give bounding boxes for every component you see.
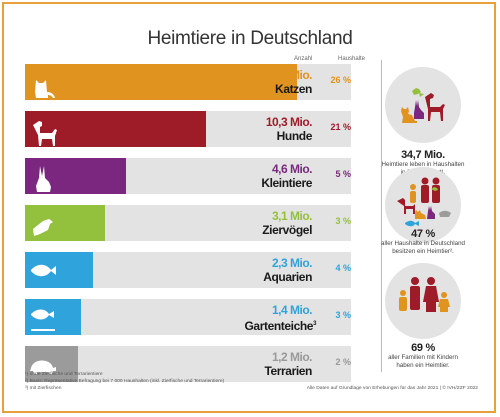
category-label-hunde: Hunde xyxy=(276,129,313,143)
bar-row-ziervögel: 3,1 Mio. Ziervögel 3 % xyxy=(25,205,351,241)
stat-households: 47 % aller Haushalte in Deutschland besi… xyxy=(370,228,476,255)
footnote-2: ²) Basis: Repräsentative Befragung bei 7… xyxy=(25,379,225,384)
stat-families: 69 % aller Familien mit Kindern haben ei… xyxy=(370,342,476,369)
value-label-katzen: 16,7 Mio. xyxy=(265,68,313,82)
category-label-terrarien: Terrarien xyxy=(264,364,312,378)
bar-row-hunde: 10,3 Mio. Hunde 21 % xyxy=(25,111,351,147)
household-pct-aquarien: 4 % xyxy=(335,263,351,273)
footnote-3: ³) mit Zierfischen xyxy=(25,386,62,391)
household-pct-gartenteiche: 3 % xyxy=(335,310,351,320)
household-pct-terrarien: 2 % xyxy=(335,357,351,367)
stat-pets-value: 34,7 Mio. xyxy=(401,149,445,161)
footnote-1: ¹) ohne Zierfische und Terrarientiere xyxy=(25,372,103,377)
stat-pets-line1: Heimtiere leben in Haushalten xyxy=(381,161,465,168)
stat-circle-families xyxy=(385,263,461,339)
stat-households-value: 47 % xyxy=(411,228,435,240)
stat-families-line2: haben ein Heimtier. xyxy=(396,361,450,369)
stat-households-line2: besitzen ein Heimtier². xyxy=(392,247,454,255)
value-label-gartenteiche: 1,4 Mio. xyxy=(271,303,313,317)
stat-households-line1: aller Haushalte in Deutschland xyxy=(381,240,465,247)
bar-row-katzen: 16,7 Mio. Katzen 26 % xyxy=(25,64,351,100)
value-label-terrarien: 1,2 Mio. xyxy=(271,350,313,364)
bird-icon xyxy=(25,205,61,241)
family-icon xyxy=(399,277,450,312)
household-pct-katzen: 26 % xyxy=(330,75,351,85)
cat-icon xyxy=(25,64,61,100)
household-pct-hunde: 21 % xyxy=(330,122,351,132)
divider-line xyxy=(381,60,382,372)
pond-fish-icon xyxy=(25,299,61,335)
stat-circle-households xyxy=(385,167,461,243)
page-title: Heimtiere in Deutschland xyxy=(147,28,353,49)
rabbit-icon xyxy=(25,158,61,194)
fish-icon xyxy=(25,252,61,288)
value-label-ziervögel: 3,1 Mio. xyxy=(271,209,313,223)
household-pets-icon xyxy=(397,177,451,227)
category-label-aquarien: Aquarien xyxy=(263,270,312,284)
category-label-katzen: Katzen xyxy=(275,82,312,96)
bar-hunde xyxy=(61,111,207,147)
household-pct-ziervögel: 3 % xyxy=(335,216,351,226)
stat-families-value: 69 % xyxy=(411,342,435,354)
value-label-kleintiere: 4,6 Mio. xyxy=(271,162,313,176)
category-label-gartenteiche: Gartenteiche3 xyxy=(244,319,317,333)
household-pct-kleintiere: 5 % xyxy=(335,169,351,179)
bar-row-aquarien: 2,3 Mio. Aquarien 4 % xyxy=(25,252,351,288)
bar-terrarien xyxy=(61,346,78,382)
source-note: Alle Daten auf Grundlage von Erhebungen … xyxy=(306,386,478,391)
bar-row-gartenteiche: 1,4 Mio. Gartenteiche3 3 % xyxy=(25,299,351,335)
stat-circle-pets xyxy=(385,67,461,143)
value-label-aquarien: 2,3 Mio. xyxy=(271,256,313,270)
stat-families-line1: aller Familien mit Kindern xyxy=(388,354,458,361)
bar-row-kleintiere: 4,6 Mio. Kleintiere 5 % xyxy=(25,158,351,194)
bar-row-terrarien: 1,2 Mio. Terrarien 2 % xyxy=(25,346,351,382)
bar-kleintiere xyxy=(61,158,126,194)
bar-ziervögel xyxy=(61,205,105,241)
category-label-ziervögel: Ziervögel xyxy=(262,223,312,237)
value-label-hunde: 10,3 Mio. xyxy=(265,115,313,129)
category-label-kleintiere: Kleintiere xyxy=(261,176,312,190)
footnote-marker: 3 xyxy=(313,321,316,327)
bar-katzen xyxy=(61,64,297,100)
turtle-icon xyxy=(25,346,61,382)
dog-icon xyxy=(25,111,61,147)
pets-group-icon xyxy=(401,88,445,123)
column-header-count: Anzahl xyxy=(294,56,313,62)
footnotes: ¹) ohne Zierfische und Terrarientiere ²)… xyxy=(25,371,224,392)
column-header-households: Haushalte xyxy=(338,56,366,62)
bar-gartenteiche xyxy=(61,299,81,335)
bar-aquarien xyxy=(61,252,94,288)
